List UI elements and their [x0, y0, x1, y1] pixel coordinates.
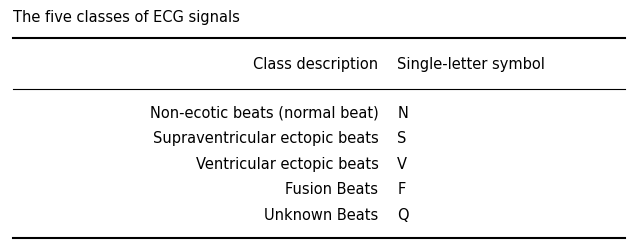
Text: Fusion Beats: Fusion Beats [285, 182, 378, 197]
Text: The five classes of ECG signals: The five classes of ECG signals [13, 10, 239, 25]
Text: Non-ecotic beats (normal beat): Non-ecotic beats (normal beat) [150, 106, 378, 121]
Text: Class description: Class description [253, 57, 378, 72]
Text: Ventricular ectopic beats: Ventricular ectopic beats [195, 156, 378, 172]
Text: S: S [397, 131, 406, 146]
Text: N: N [397, 106, 408, 121]
Text: Supraventricular ectopic beats: Supraventricular ectopic beats [152, 131, 378, 146]
Text: F: F [397, 182, 405, 197]
Text: Q: Q [397, 208, 409, 223]
Text: Single-letter symbol: Single-letter symbol [397, 57, 545, 72]
Text: V: V [397, 156, 407, 172]
Text: Unknown Beats: Unknown Beats [264, 208, 378, 223]
